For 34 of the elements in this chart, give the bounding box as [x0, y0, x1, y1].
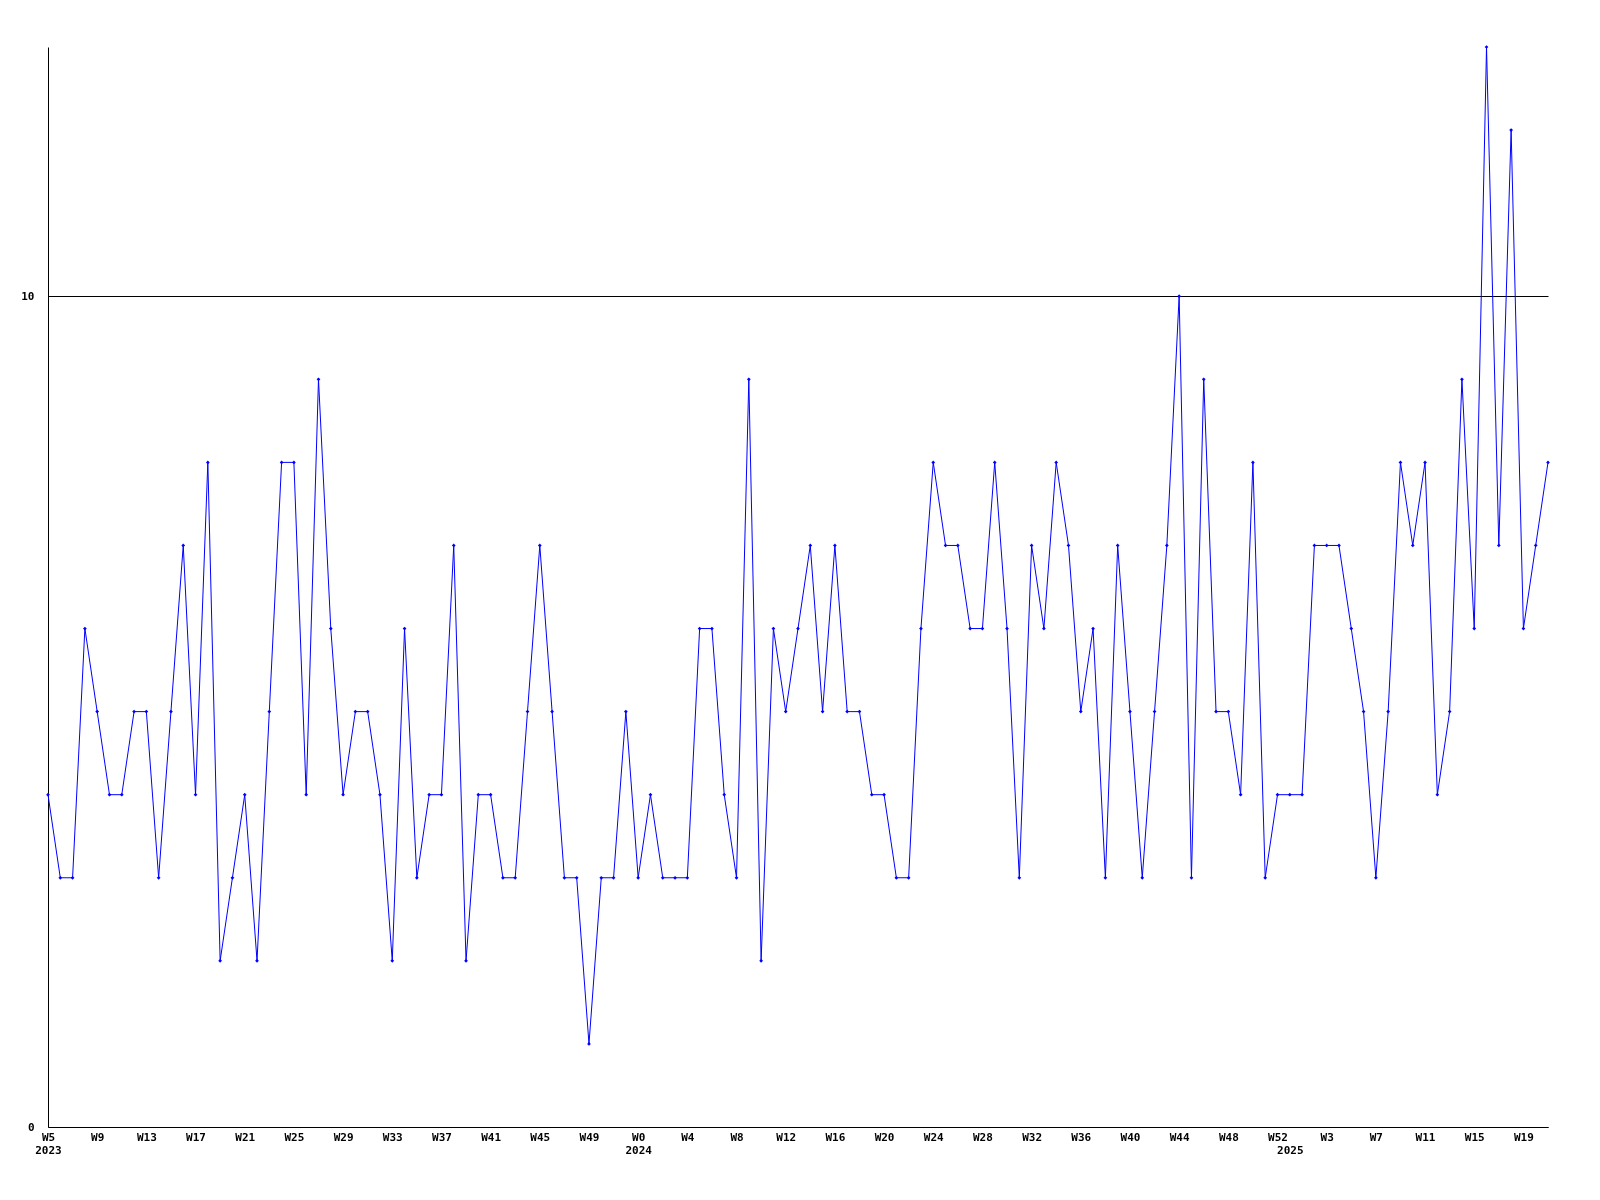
- x-tick-label: W5 2023: [35, 1130, 62, 1157]
- x-tick-label: W3: [1320, 1130, 1334, 1144]
- x-tick-label: W48: [1218, 1130, 1239, 1144]
- x-tick-label: W52: [1268, 1130, 1288, 1144]
- x-tick-label: W45: [530, 1130, 551, 1144]
- x-tick-label: W9: [91, 1130, 105, 1144]
- x-tick-label: W11: [1415, 1130, 1436, 1144]
- x-tick-label: W0 2024: [625, 1130, 653, 1157]
- x-tick-label: W37: [432, 1130, 452, 1144]
- x-tick-label: W20: [874, 1130, 895, 1144]
- x-tick-label: W13: [136, 1130, 157, 1144]
- x-tick-label: W16: [825, 1130, 846, 1144]
- x-tick-label: W21: [235, 1130, 256, 1144]
- x-tick-label: W44: [1169, 1130, 1190, 1144]
- x-tick-label: W29: [333, 1130, 354, 1144]
- x-tick-label: W33: [382, 1130, 403, 1144]
- x-tick-label: W49: [579, 1130, 600, 1144]
- x-tick-label: W8: [730, 1130, 744, 1144]
- x-tick-label: W32: [1022, 1130, 1043, 1144]
- x-tick-label: W17: [186, 1130, 206, 1144]
- x-tick-label: W12: [776, 1130, 797, 1144]
- x-tick-label: W25: [284, 1130, 305, 1144]
- x-tick-label: W40: [1120, 1130, 1141, 1144]
- x-tick-label: 2025: [1277, 1143, 1304, 1157]
- x-tick-label: W41: [481, 1130, 502, 1144]
- x-tick-label: W7: [1369, 1130, 1383, 1144]
- x-tick-label: W24: [923, 1130, 945, 1144]
- y-tick-label: 10: [21, 289, 35, 303]
- x-tick-label: W19: [1513, 1130, 1534, 1144]
- x-tick-label: W4: [681, 1130, 695, 1144]
- x-tick-label: W15: [1464, 1130, 1485, 1144]
- y-tick-label: 0: [27, 1120, 35, 1134]
- x-tick-label: W36: [1071, 1130, 1092, 1144]
- x-tick-label: W28: [972, 1130, 993, 1144]
